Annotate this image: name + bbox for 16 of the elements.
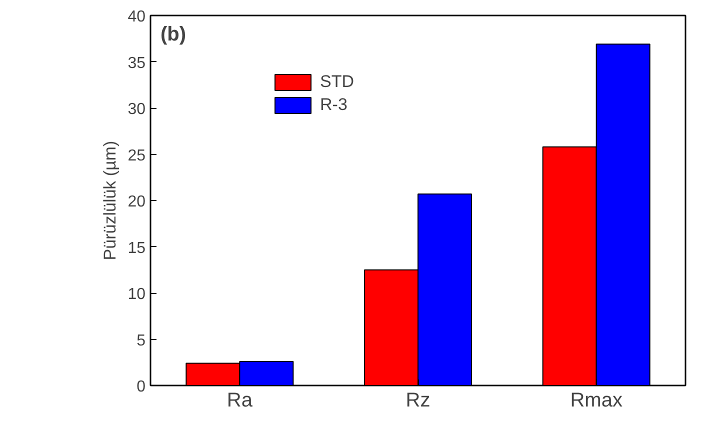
y-tick-label: 15 <box>128 240 146 257</box>
y-tick-label: 35 <box>128 54 146 72</box>
y-tick-label: 0 <box>136 378 146 396</box>
x-tick-label: Rz <box>406 390 430 412</box>
y-tick-label: 25 <box>128 147 146 164</box>
y-tick-label: 20 <box>128 194 146 210</box>
legend-label: R-3 <box>320 95 348 115</box>
x-tick-label: Rmax <box>570 390 622 412</box>
x-tick-label: Ra <box>226 390 254 412</box>
annotation: (b) <box>160 24 186 46</box>
y-tick-label: 10 <box>128 286 146 303</box>
legend-label: STD <box>320 72 354 92</box>
y-axis-title: Pürüzlülük (µm) <box>100 140 120 260</box>
y-tick-label: 5 <box>136 332 146 350</box>
y-tick-label: 30 <box>128 101 146 118</box>
y-tick-label: 40 <box>128 8 146 26</box>
